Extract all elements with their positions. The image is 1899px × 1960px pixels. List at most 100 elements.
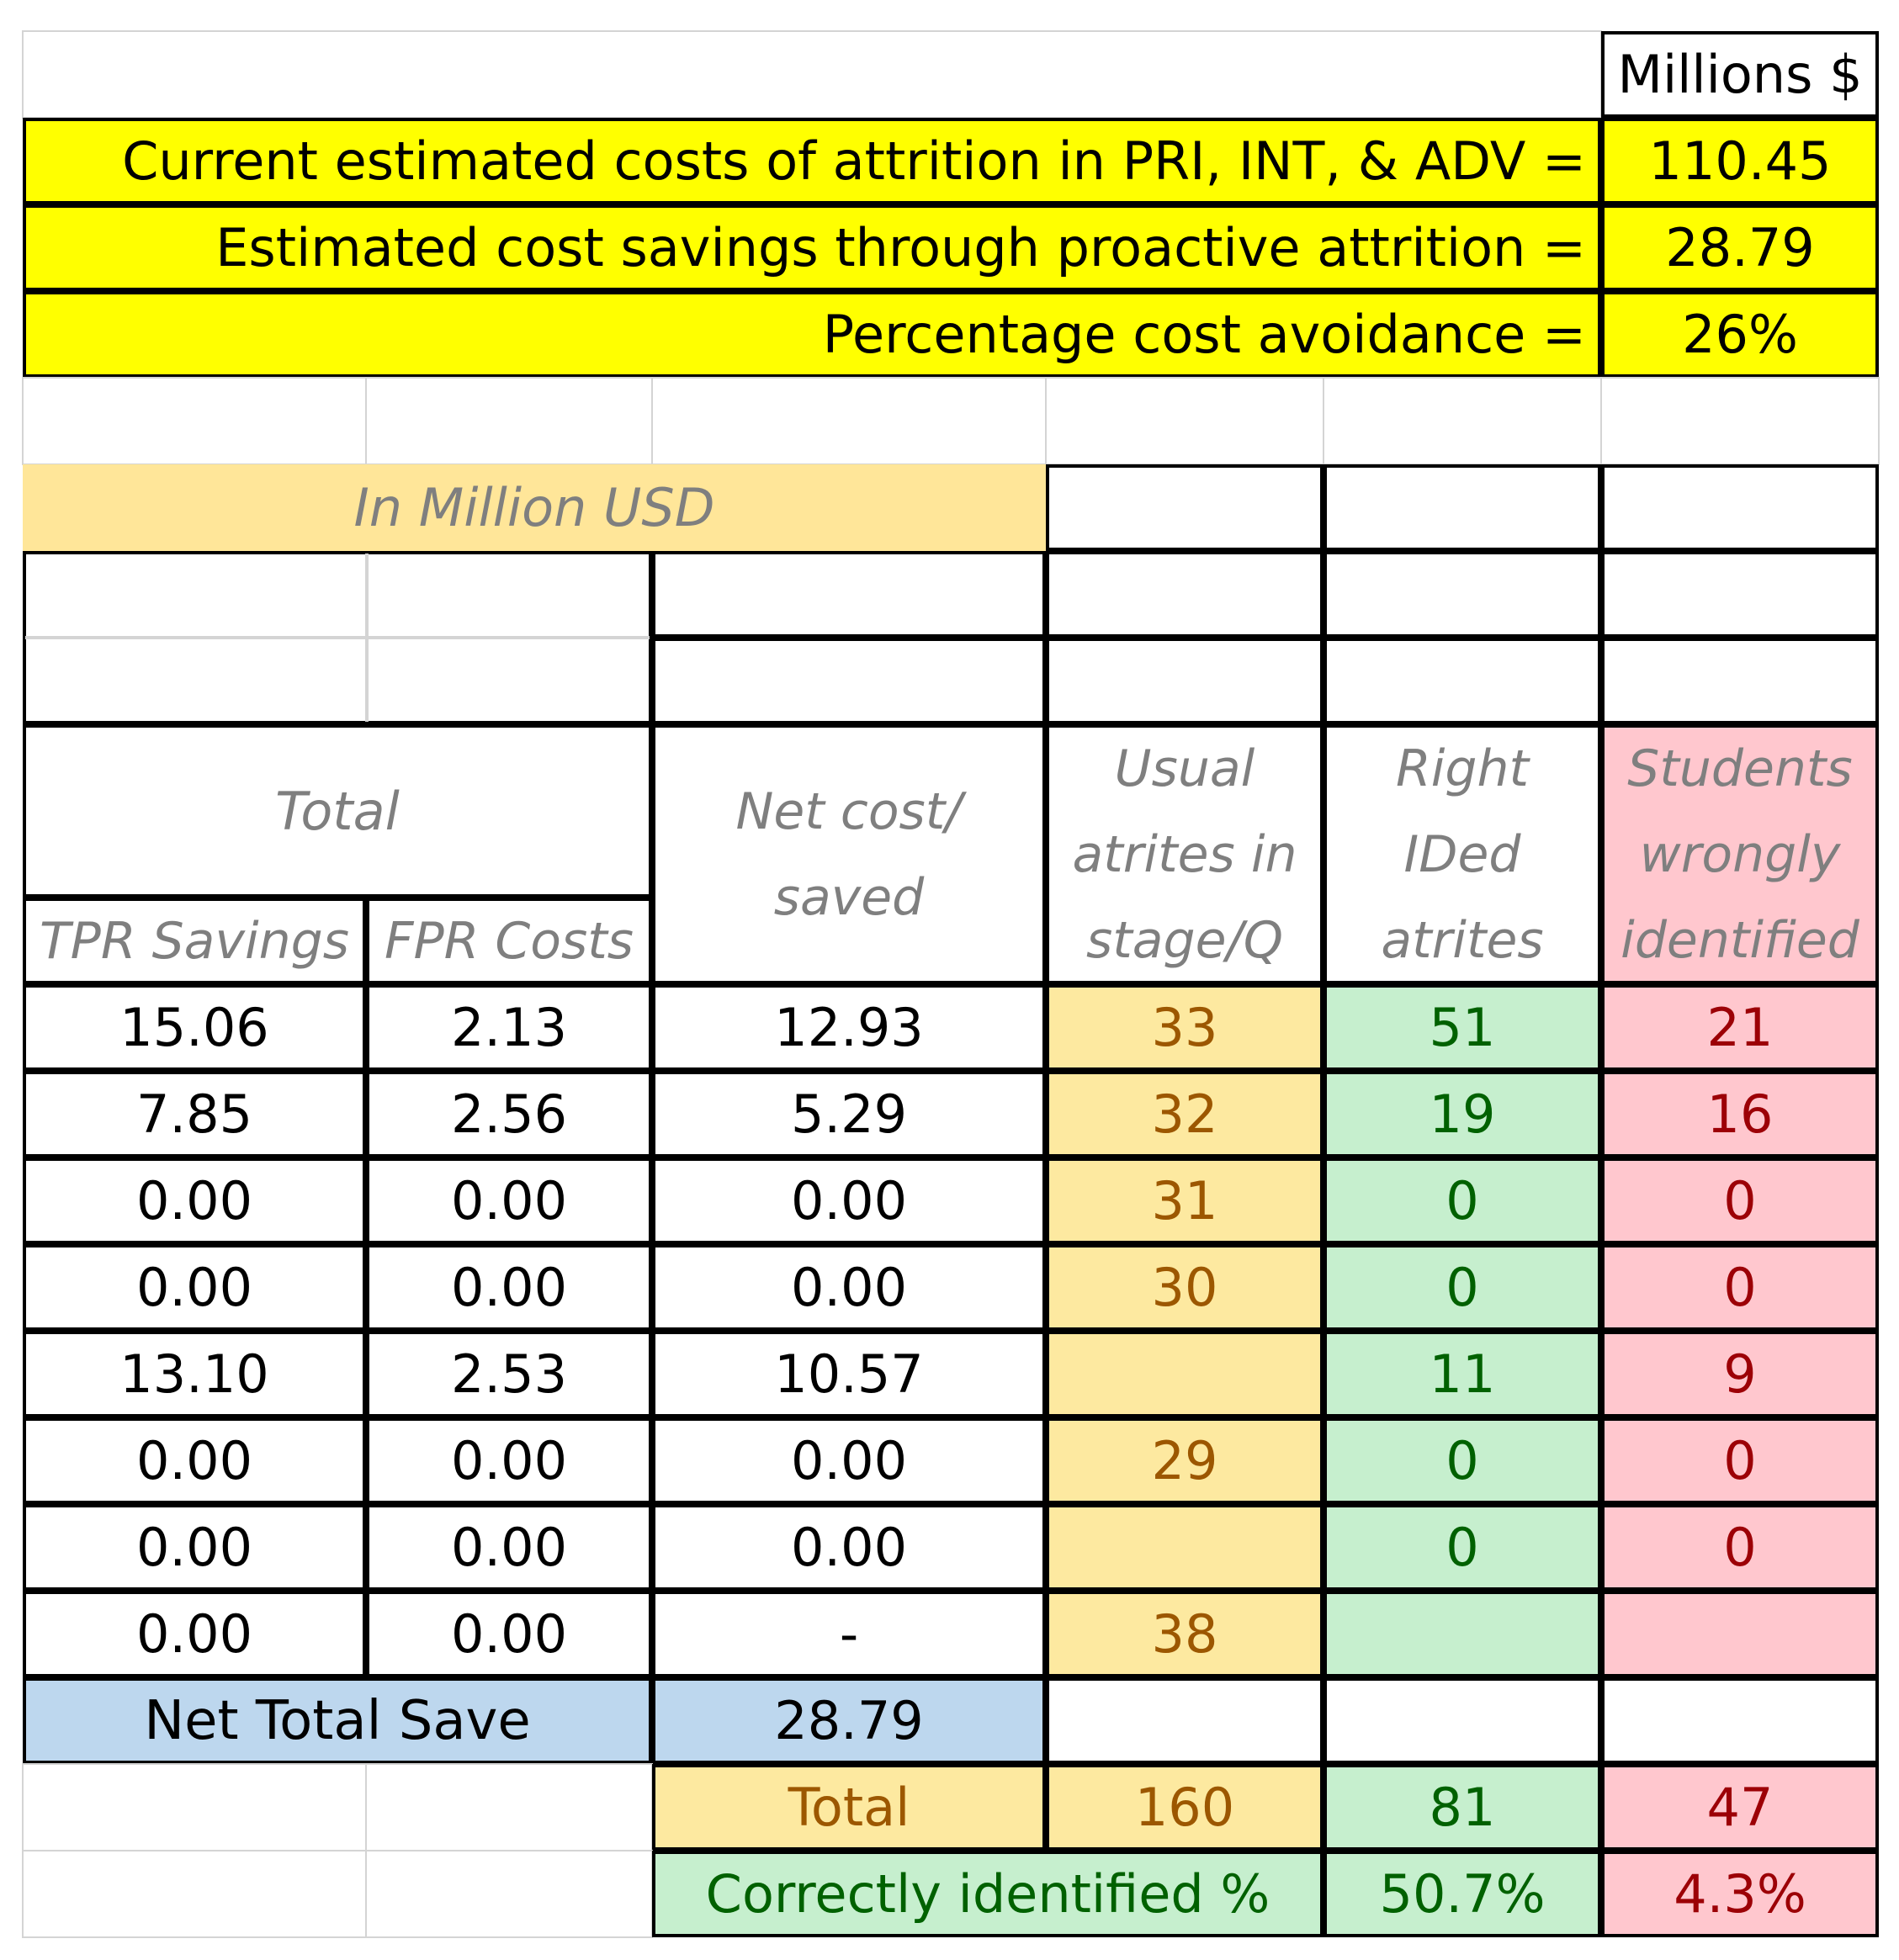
net-total-value: 28.79 xyxy=(652,1677,1046,1764)
correct-pct-right: 50.7% xyxy=(1323,1851,1601,1937)
cell-text: 15.06 xyxy=(119,997,269,1058)
empty-cell xyxy=(1601,1677,1879,1764)
cell-text: 0.00 xyxy=(790,1170,908,1232)
empty-cell xyxy=(365,1763,653,1851)
empty-cell xyxy=(1323,1677,1601,1764)
cell-text: 12.93 xyxy=(774,997,924,1058)
summary-value-text: 110.45 xyxy=(1648,130,1832,192)
cell-wrong: 9 xyxy=(1601,1331,1879,1417)
header-usual: Usual atrites in stage/Q xyxy=(1046,724,1323,984)
correct-pct-label-text: Correctly identified % xyxy=(705,1863,1270,1925)
empty-cell xyxy=(1046,638,1323,724)
correct-pct-right-text: 50.7% xyxy=(1379,1863,1546,1925)
cell-text: 0.00 xyxy=(450,1517,568,1578)
empty-cell xyxy=(23,551,652,724)
cell-text: 0.00 xyxy=(790,1430,908,1491)
empty-cell xyxy=(651,377,1047,465)
cell-text: 16 xyxy=(1706,1083,1774,1145)
cell-text: 0.00 xyxy=(135,1257,253,1318)
totals-label-text: Total xyxy=(788,1777,910,1838)
cell-text: 0 xyxy=(1723,1170,1757,1232)
cell-usual xyxy=(1046,1504,1323,1591)
cell-right: 0 xyxy=(1323,1417,1601,1504)
empty-cell xyxy=(1601,638,1879,724)
cell-usual: 30 xyxy=(1046,1244,1323,1331)
cell-tpr: 7.85 xyxy=(23,1071,366,1157)
cell-right: 19 xyxy=(1323,1071,1601,1157)
cell-fpr: 0.00 xyxy=(366,1417,652,1504)
empty-cell xyxy=(1600,377,1880,465)
empty-cell xyxy=(1323,377,1602,465)
cell-tpr: 13.10 xyxy=(23,1331,366,1417)
cell-wrong xyxy=(1601,1591,1879,1677)
totals-label: Total xyxy=(652,1764,1046,1851)
cell-wrong: 0 xyxy=(1601,1244,1879,1331)
correct-pct-wrong: 4.3% xyxy=(1601,1851,1879,1937)
cell-text: 11 xyxy=(1429,1343,1496,1405)
cell-text: 7.85 xyxy=(135,1083,253,1145)
cell-text: 2.13 xyxy=(450,997,568,1058)
cell-text: 0.00 xyxy=(450,1430,568,1491)
cell-usual: 38 xyxy=(1046,1591,1323,1677)
cell-text: 19 xyxy=(1429,1083,1496,1145)
cell-fpr: 0.00 xyxy=(366,1591,652,1677)
cell-net: 12.93 xyxy=(652,984,1046,1071)
empty-cell xyxy=(25,636,650,639)
cell-usual: 31 xyxy=(1046,1157,1323,1244)
cell-net: - xyxy=(652,1591,1046,1677)
empty-cell xyxy=(1046,1677,1323,1764)
summary-label-current-cost: Current estimated costs of attrition in … xyxy=(23,118,1601,204)
header-wrong-text: Students wrongly identified xyxy=(1621,739,1859,970)
cell-wrong: 0 xyxy=(1601,1504,1879,1591)
header-usual-text: Usual atrites in stage/Q xyxy=(1072,739,1297,970)
cell-text: - xyxy=(839,1603,859,1665)
empty-cell xyxy=(1046,464,1323,551)
cell-text: 32 xyxy=(1151,1083,1218,1145)
totals-usual-text: 160 xyxy=(1134,1777,1235,1838)
totals-usual: 160 xyxy=(1046,1764,1323,1851)
summary-value-text: 28.79 xyxy=(1665,217,1815,278)
correct-pct-wrong-text: 4.3% xyxy=(1674,1863,1806,1925)
cell-net: 0.00 xyxy=(652,1504,1046,1591)
header-right-text: Right IDed atrites xyxy=(1381,739,1544,970)
cell-tpr: 15.06 xyxy=(23,984,366,1071)
summary-label-text: Current estimated costs of attrition in … xyxy=(122,130,1586,192)
cell-right: 0 xyxy=(1323,1244,1601,1331)
header-total: Total xyxy=(23,724,652,898)
cell-net: 0.00 xyxy=(652,1244,1046,1331)
empty-cell xyxy=(652,551,1046,638)
cell-fpr: 2.13 xyxy=(366,984,652,1071)
units-label: In Million USD xyxy=(23,464,1046,551)
cell-right: 51 xyxy=(1323,984,1601,1071)
cell-right xyxy=(1323,1591,1601,1677)
summary-value-text: 26% xyxy=(1682,304,1798,365)
empty-cell xyxy=(1323,464,1601,551)
summary-value-savings: 28.79 xyxy=(1601,204,1879,291)
cell-right: 11 xyxy=(1323,1331,1601,1417)
cell-text: 0 xyxy=(1723,1430,1757,1491)
cell-wrong: 21 xyxy=(1601,984,1879,1071)
cell-text: 51 xyxy=(1429,997,1496,1058)
cell-net: 10.57 xyxy=(652,1331,1046,1417)
cell-fpr: 2.53 xyxy=(366,1331,652,1417)
empty-cell xyxy=(1601,464,1879,551)
summary-value-current-cost: 110.45 xyxy=(1601,118,1879,204)
empty-cell xyxy=(365,1850,653,1938)
cell-fpr: 0.00 xyxy=(366,1157,652,1244)
empty-cell xyxy=(1323,551,1601,638)
empty-cell xyxy=(1323,638,1601,724)
cell-right: 0 xyxy=(1323,1157,1601,1244)
totals-right-text: 81 xyxy=(1429,1777,1496,1838)
empty-cell xyxy=(652,638,1046,724)
empty-cell xyxy=(1601,551,1879,638)
cell-text: 0.00 xyxy=(790,1257,908,1318)
empty-cell xyxy=(22,1850,367,1938)
summary-label-text: Percentage cost avoidance = xyxy=(822,304,1586,365)
cell-text: 10.57 xyxy=(774,1343,924,1405)
cell-net: 0.00 xyxy=(652,1157,1046,1244)
cell-text: 0 xyxy=(1723,1257,1757,1318)
cell-text: 13.10 xyxy=(119,1343,269,1405)
cell-fpr: 0.00 xyxy=(366,1504,652,1591)
cell-text: 0 xyxy=(1445,1430,1479,1491)
summary-label-savings: Estimated cost savings through proactive… xyxy=(23,204,1601,291)
